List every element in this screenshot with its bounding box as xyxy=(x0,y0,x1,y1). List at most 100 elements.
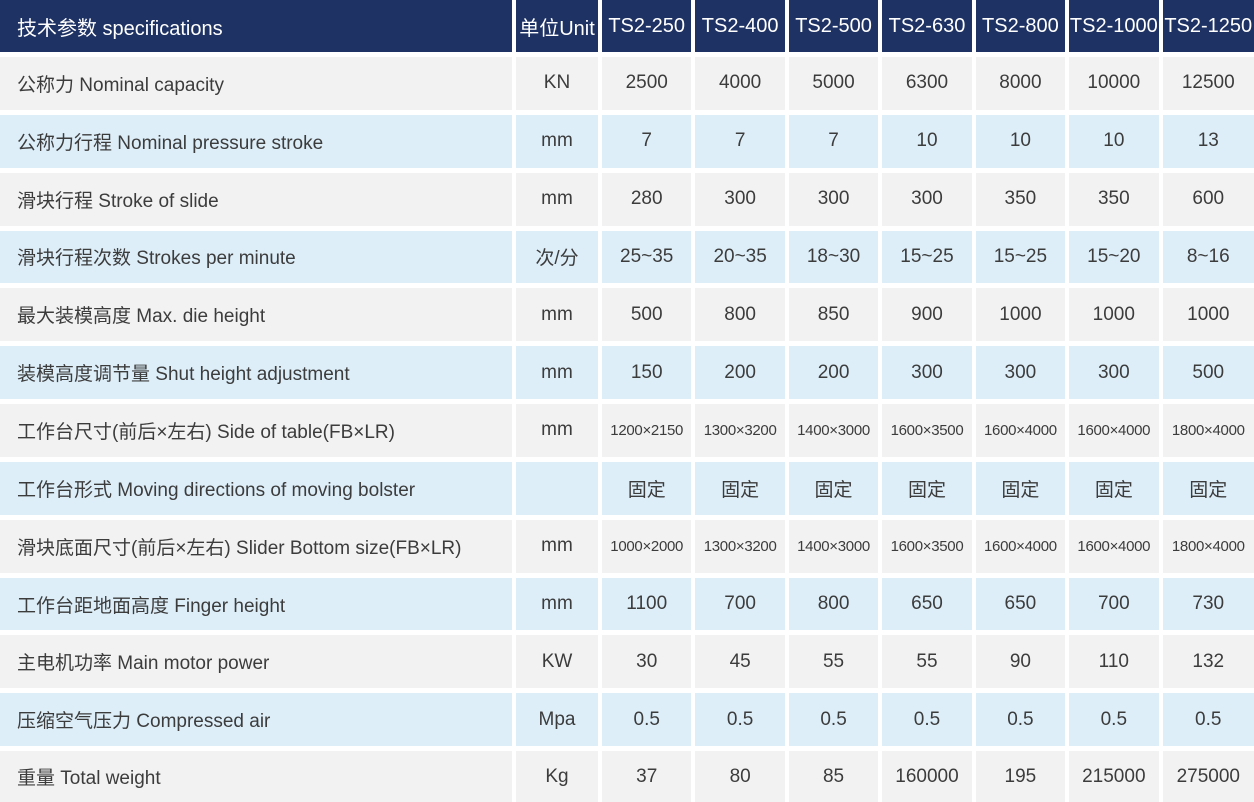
spec-unit: mm xyxy=(514,401,602,462)
spec-unit: KN xyxy=(514,54,602,115)
table-row: 公称力 Nominal capacity KN 2500 4000 5000 6… xyxy=(0,54,1254,115)
model-column-header: TS2-400 xyxy=(693,0,789,57)
spec-value: 0.5 xyxy=(600,690,696,752)
spec-value: 固定 xyxy=(973,459,1070,520)
spec-value: 730 xyxy=(1160,575,1254,636)
spec-value: 650 xyxy=(973,575,1070,636)
table-row: 最大装模高度 Max. die height mm 500 800 850 90… xyxy=(0,285,1254,347)
spec-value: 15~20 xyxy=(1067,228,1163,289)
spec-value: 8000 xyxy=(973,54,1070,115)
spec-label: 压缩空气压力 Compressed air xyxy=(0,690,516,752)
spec-value: 0.5 xyxy=(1160,690,1254,752)
spec-value: 1600×4000 xyxy=(973,401,1070,462)
spec-value: 7 xyxy=(786,112,883,173)
spec-value: 800 xyxy=(786,575,883,636)
model-column-header: TS2-500 xyxy=(786,0,883,57)
spec-value: 13 xyxy=(1160,112,1254,173)
table-title: 技术参数 specifications xyxy=(0,0,516,57)
spec-value: 15~25 xyxy=(880,228,976,289)
spec-value: 固定 xyxy=(600,459,696,520)
spec-unit xyxy=(514,459,602,520)
spec-value: 1800×4000 xyxy=(1160,517,1254,578)
spec-value: 160000 xyxy=(880,748,976,802)
spec-value: 55 xyxy=(880,632,976,694)
spec-unit: 次/分 xyxy=(514,228,602,289)
spec-value: 1600×4000 xyxy=(973,517,1070,578)
unit-column-header: 单位Unit xyxy=(514,0,602,57)
table-row: 公称力行程 Nominal pressure stroke mm 7 7 7 1… xyxy=(0,112,1254,173)
spec-unit: KW xyxy=(514,632,602,694)
spec-value: 2500 xyxy=(600,54,696,115)
spec-value: 650 xyxy=(880,575,976,636)
spec-label: 装模高度调节量 Shut height adjustment xyxy=(0,343,516,405)
spec-value: 10 xyxy=(880,112,976,173)
spec-unit: Kg xyxy=(514,748,602,802)
spec-value: 85 xyxy=(786,748,883,802)
spec-value: 90 xyxy=(973,632,1070,694)
spec-value: 500 xyxy=(600,285,696,347)
spec-value: 132 xyxy=(1160,632,1254,694)
model-column-header: TS2-250 xyxy=(600,0,696,57)
model-column-header: TS2-630 xyxy=(880,0,976,57)
spec-value: 280 xyxy=(600,170,696,231)
spec-unit: mm xyxy=(514,112,602,173)
spec-value: 110 xyxy=(1067,632,1163,694)
spec-value: 20~35 xyxy=(693,228,789,289)
table-row: 滑块行程 Stroke of slide mm 280 300 300 300 … xyxy=(0,170,1254,231)
spec-unit: mm xyxy=(514,517,602,578)
spec-value: 150 xyxy=(600,343,696,405)
spec-value: 350 xyxy=(1067,170,1163,231)
spec-label: 工作台尺寸(前后×左右) Side of table(FB×LR) xyxy=(0,401,516,462)
spec-value: 300 xyxy=(880,343,976,405)
table-row: 主电机功率 Main motor power KW 30 45 55 55 90… xyxy=(0,632,1254,694)
spec-value: 1600×3500 xyxy=(880,517,976,578)
spec-value: 10 xyxy=(1067,112,1163,173)
table-row: 滑块行程次数 Strokes per minute 次/分 25~35 20~3… xyxy=(0,228,1254,289)
spec-value: 700 xyxy=(693,575,789,636)
table-row: 重量 Total weight Kg 37 80 85 160000 195 2… xyxy=(0,748,1254,802)
spec-value: 850 xyxy=(786,285,883,347)
spec-value: 1200×2150 xyxy=(600,401,696,462)
spec-value: 45 xyxy=(693,632,789,694)
spec-value: 1600×3500 xyxy=(880,401,976,462)
spec-label: 工作台距地面高度 Finger height xyxy=(0,575,516,636)
spec-label: 公称力 Nominal capacity xyxy=(0,54,516,115)
spec-value: 195 xyxy=(973,748,1070,802)
spec-value: 1400×3000 xyxy=(786,517,883,578)
header-row: 技术参数 specifications 单位Unit TS2-250 TS2-4… xyxy=(0,0,1254,57)
table-row: 压缩空气压力 Compressed air Mpa 0.5 0.5 0.5 0.… xyxy=(0,690,1254,752)
spec-value: 600 xyxy=(1160,170,1254,231)
model-column-header: TS2-1250 xyxy=(1160,0,1254,57)
spec-value: 800 xyxy=(693,285,789,347)
spec-value: 1400×3000 xyxy=(786,401,883,462)
spec-value: 300 xyxy=(973,343,1070,405)
spec-value: 15~25 xyxy=(973,228,1070,289)
spec-value: 1300×3200 xyxy=(693,401,789,462)
spec-value: 4000 xyxy=(693,54,789,115)
spec-unit: mm xyxy=(514,343,602,405)
spec-value: 1000 xyxy=(1160,285,1254,347)
spec-value: 0.5 xyxy=(786,690,883,752)
spec-value: 350 xyxy=(973,170,1070,231)
spec-value: 固定 xyxy=(693,459,789,520)
spec-label: 重量 Total weight xyxy=(0,748,516,802)
spec-value: 7 xyxy=(693,112,789,173)
spec-value: 固定 xyxy=(1067,459,1163,520)
spec-unit: mm xyxy=(514,575,602,636)
spec-value: 6300 xyxy=(880,54,976,115)
spec-value: 固定 xyxy=(880,459,976,520)
table-row: 工作台尺寸(前后×左右) Side of table(FB×LR) mm 120… xyxy=(0,401,1254,462)
spec-value: 37 xyxy=(600,748,696,802)
table-row: 工作台形式 Moving directions of moving bolste… xyxy=(0,459,1254,520)
spec-value: 1100 xyxy=(600,575,696,636)
spec-value: 700 xyxy=(1067,575,1163,636)
spec-value: 0.5 xyxy=(973,690,1070,752)
spec-value: 200 xyxy=(693,343,789,405)
spec-label: 主电机功率 Main motor power xyxy=(0,632,516,694)
spec-label: 工作台形式 Moving directions of moving bolste… xyxy=(0,459,516,520)
table-row: 滑块底面尺寸(前后×左右) Slider Bottom size(FB×LR) … xyxy=(0,517,1254,578)
spec-value: 1000 xyxy=(1067,285,1163,347)
spec-label: 滑块底面尺寸(前后×左右) Slider Bottom size(FB×LR) xyxy=(0,517,516,578)
spec-value: 10 xyxy=(973,112,1070,173)
